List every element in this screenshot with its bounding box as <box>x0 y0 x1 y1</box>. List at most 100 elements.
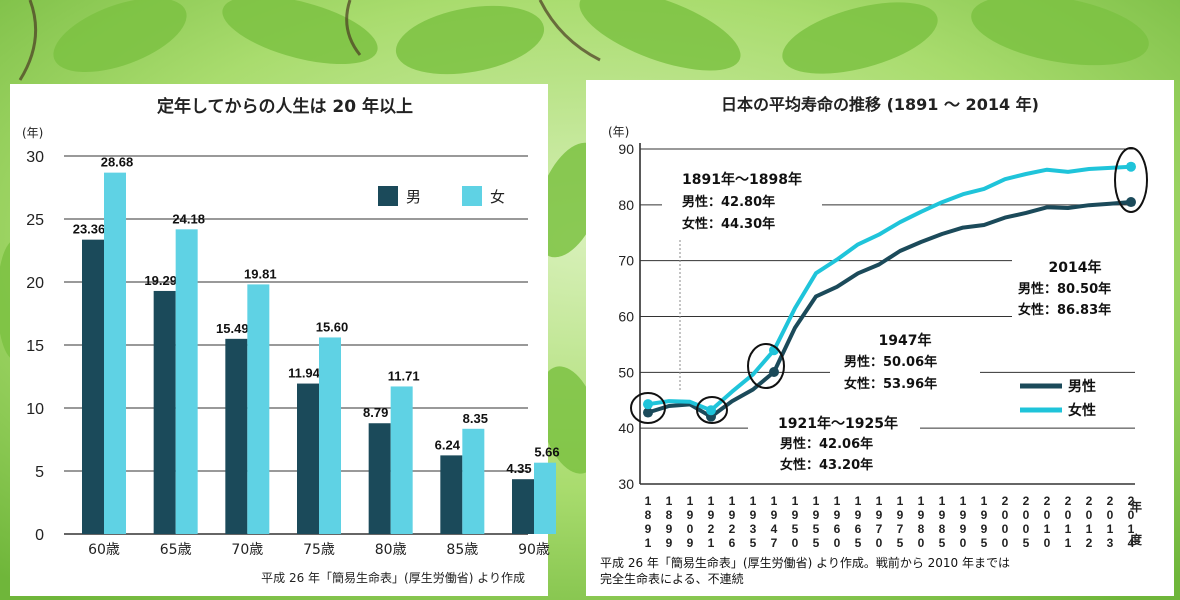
right-y-tick-label: 30 <box>618 476 634 492</box>
left-y-unit: (年) <box>22 126 43 140</box>
highlight-1921 <box>696 396 728 424</box>
legend-female-text: 女性 <box>1068 402 1096 419</box>
svg-text:0: 0 <box>1107 508 1114 522</box>
right-chart-title: 日本の平均寿命の推移 (1891 ～ 2014 年) <box>721 95 1039 114</box>
annotation-1947-box <box>830 326 980 396</box>
right-y-tick-label: 40 <box>618 420 634 436</box>
svg-text:1: 1 <box>1107 522 1114 536</box>
bar-value-label: 6.24 <box>435 437 461 452</box>
svg-text:0: 0 <box>1044 536 1051 550</box>
svg-text:9: 9 <box>771 508 778 522</box>
svg-text:9: 9 <box>960 508 967 522</box>
svg-text:1: 1 <box>666 494 673 508</box>
svg-text:8: 8 <box>939 522 946 536</box>
svg-text:6: 6 <box>855 522 862 536</box>
svg-text:2: 2 <box>1128 494 1135 508</box>
highlight-circles <box>630 147 1148 424</box>
legend-male-text: 男性 <box>1068 378 1096 395</box>
bar-value-label: 15.60 <box>316 319 349 334</box>
right-y-tick-label: 90 <box>618 141 634 157</box>
right-source-line-2: 完全生命表による、不連続 <box>600 571 744 586</box>
annotation-2014-male: 男性：80.50年 <box>1018 281 1111 297</box>
svg-text:2: 2 <box>1107 494 1114 508</box>
svg-text:9: 9 <box>645 522 652 536</box>
x-axis-tail-nendo: 度 <box>1130 532 1143 547</box>
annotation-1921-box <box>748 408 920 476</box>
svg-text:1: 1 <box>1065 522 1072 536</box>
svg-text:9: 9 <box>981 522 988 536</box>
svg-text:0: 0 <box>1023 508 1030 522</box>
line-male <box>647 200 1132 419</box>
highlight-2014 <box>1114 147 1148 213</box>
annotation-1921-male: 男性：42.06年 <box>780 436 873 452</box>
bar-female <box>319 337 341 534</box>
left-x-ticks: 60歳 65歳 70歳 75歳 80歳 85歳 90歳 <box>88 542 550 558</box>
svg-text:1: 1 <box>687 494 694 508</box>
right-chart-panel: 日本の平均寿命の推移 (1891 ～ 2014 年) (年) 304050607… <box>586 80 1174 596</box>
left-y-tick-label: 0 <box>35 527 44 544</box>
right-y-ticks: 30 40 50 60 70 80 90 <box>618 141 634 492</box>
svg-text:1: 1 <box>939 494 946 508</box>
svg-text:9: 9 <box>729 508 736 522</box>
left-y-tick-label: 20 <box>26 275 44 292</box>
line-female <box>647 164 1132 413</box>
svg-text:1: 1 <box>876 494 883 508</box>
right-x-tick-label: 1921 <box>708 494 715 550</box>
right-x-ticks: 1891189919091921192619351947195019551960… <box>645 494 1135 550</box>
bar-female <box>104 172 126 534</box>
right-x-tick-label: 2010 <box>1044 494 1051 550</box>
svg-text:9: 9 <box>918 508 925 522</box>
svg-text:1: 1 <box>918 494 925 508</box>
bar-male <box>368 423 391 534</box>
svg-text:6: 6 <box>834 522 841 536</box>
svg-text:9: 9 <box>708 508 715 522</box>
marker-female <box>1126 161 1136 172</box>
svg-text:0: 0 <box>1065 508 1072 522</box>
svg-text:0: 0 <box>687 522 694 536</box>
annotation-1921-female: 女性：43.20年 <box>780 457 873 473</box>
bar-value-label: 11.71 <box>388 368 420 383</box>
left-y-ticks: 0 5 10 15 20 25 30 <box>26 149 44 544</box>
svg-text:1: 1 <box>792 494 799 508</box>
right-x-tick-label: 1891 <box>645 494 652 550</box>
annotation-1891: 1891年～1898年 男性：42.80年 女性：44.30年 <box>662 164 822 392</box>
svg-text:1: 1 <box>729 494 736 508</box>
svg-text:8: 8 <box>645 508 652 522</box>
svg-text:5: 5 <box>813 536 820 550</box>
svg-text:1: 1 <box>834 494 841 508</box>
annotation-2014-head: 2014年 <box>1049 259 1102 276</box>
legend-female-swatch <box>462 186 482 206</box>
bar-value-label: 8.35 <box>463 411 488 426</box>
svg-text:5: 5 <box>1023 536 1030 550</box>
svg-text:9: 9 <box>855 508 862 522</box>
bar-value-label: 5.66 <box>534 445 559 460</box>
left-source-note: 平成 26 年「簡易生命表」(厚生労働省) より作成 <box>261 570 525 585</box>
highlight-1947 <box>747 343 785 389</box>
annotation-2014-female: 女性：86.83年 <box>1018 302 1111 318</box>
bar-female <box>247 284 270 534</box>
bar-male <box>440 455 463 534</box>
marker-male <box>1126 197 1136 208</box>
svg-text:1: 1 <box>1128 522 1135 536</box>
svg-text:1: 1 <box>645 536 652 550</box>
svg-text:2: 2 <box>708 522 715 536</box>
right-y-tick-label: 60 <box>618 309 634 325</box>
bar-female <box>390 386 413 534</box>
svg-text:1: 1 <box>813 494 820 508</box>
left-y-tick-label: 10 <box>26 401 44 418</box>
annotation-2014-box <box>1012 254 1138 320</box>
svg-text:9: 9 <box>960 522 967 536</box>
bar-value-label: 19.29 <box>144 273 177 288</box>
